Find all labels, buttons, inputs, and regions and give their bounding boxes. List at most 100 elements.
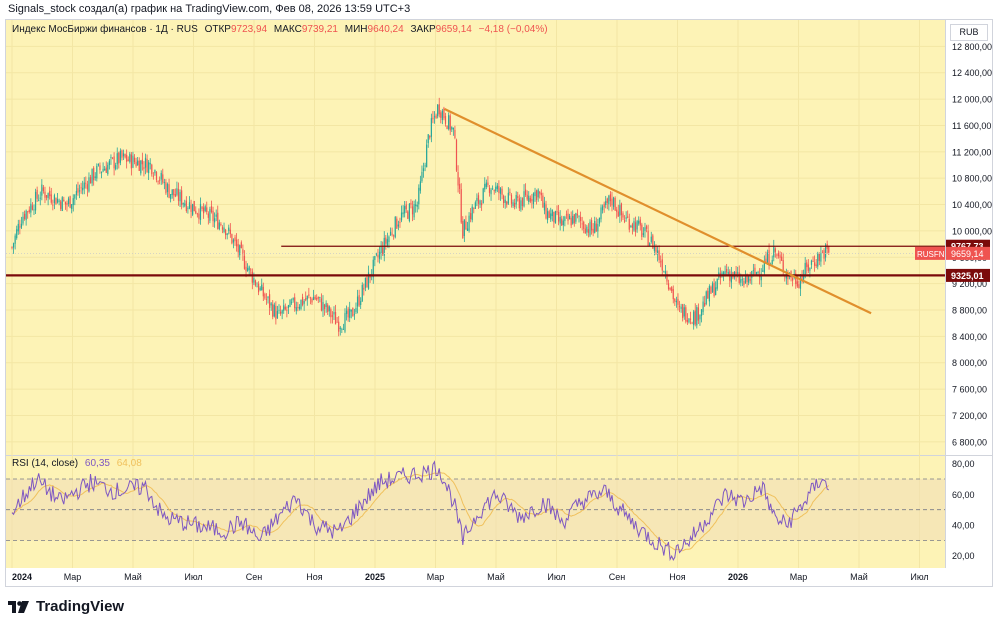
candle-body <box>165 182 167 194</box>
rsi-legend[interactable]: RSI (14, close) 60,35 64,08 <box>12 458 142 469</box>
candle-body <box>397 224 399 227</box>
candle-body <box>259 287 261 291</box>
candle-body <box>60 201 62 209</box>
candle-body <box>634 222 637 232</box>
candle-body <box>297 306 299 308</box>
time-axis[interactable]: 2024 Мар Май Июл Сен Ноя 2025 Мар Май Июл Сен Ноя 20… <box>12 572 929 582</box>
candle-body <box>601 206 604 211</box>
candle-body <box>675 300 677 303</box>
candle-body <box>612 197 615 207</box>
candle-body <box>744 274 747 284</box>
candle-body <box>608 195 610 205</box>
candle-body <box>157 180 159 182</box>
candle-body <box>700 309 703 316</box>
candle-body <box>410 202 412 205</box>
candle-body <box>298 306 301 309</box>
candle-body <box>449 115 451 131</box>
candle-body <box>393 235 395 237</box>
candle-body <box>441 110 443 120</box>
candle-body <box>514 202 516 207</box>
candle-body <box>394 216 396 238</box>
candle-body <box>251 271 253 283</box>
candle-body <box>597 224 599 232</box>
candle-body <box>374 255 376 260</box>
candle-body <box>422 168 425 172</box>
candle-body <box>452 127 454 130</box>
candle-body <box>501 188 503 195</box>
candle-body <box>243 255 246 269</box>
candle-body <box>765 258 767 264</box>
candle-body <box>85 182 87 184</box>
candle-body <box>317 297 319 299</box>
price-tick-label: 10 400,00 <box>952 200 992 210</box>
candle-body <box>104 168 106 171</box>
last-price-tag-bg <box>946 246 990 260</box>
candle-body <box>284 306 286 310</box>
candle-body <box>221 227 224 230</box>
symbol-legend[interactable]: Индекс МосБиржи финансов · 1Д · RUS ОТКР… <box>12 24 548 35</box>
candle-body <box>674 298 676 302</box>
candle-body <box>133 157 136 163</box>
candle-body <box>42 187 45 192</box>
chart-credit: Signals_stock создал(а) график на Tradin… <box>8 3 411 15</box>
candle-body <box>184 203 186 206</box>
candle-body <box>638 220 640 224</box>
candle-body <box>584 228 586 234</box>
price-tick-label: 8 400,00 <box>952 332 987 342</box>
candle-body <box>124 154 126 158</box>
candle-body <box>226 233 228 235</box>
candle-body <box>162 174 164 183</box>
drawing-lines[interactable] <box>6 107 945 315</box>
rsi-title: RSI (14, close) <box>12 458 79 469</box>
candle-body <box>138 160 140 171</box>
candle-body <box>746 274 748 282</box>
candle-body <box>525 189 527 195</box>
support-price-tag-bg <box>946 268 990 282</box>
candle-body <box>430 118 432 137</box>
candle-body <box>801 275 803 279</box>
candle-body <box>49 190 51 197</box>
candle-body <box>564 216 566 222</box>
candle-body <box>474 202 476 209</box>
candle-body <box>641 224 643 237</box>
candle-body <box>757 271 759 273</box>
rsi-axis[interactable]: 20,00 40,00 60,00 80,00 <box>952 459 975 561</box>
candle-body <box>543 202 546 211</box>
candle-body <box>600 207 602 220</box>
candle-body <box>311 298 313 303</box>
rsi-value: 60,35 <box>84 458 110 469</box>
low-value: 9640,24 <box>367 24 404 35</box>
candle-body <box>405 204 407 210</box>
candle-body <box>80 187 82 189</box>
candle-body <box>738 272 740 283</box>
candle-body <box>512 202 514 206</box>
candle-body <box>256 286 258 288</box>
time-tick-label: Мар <box>790 572 808 582</box>
candle-body <box>333 312 335 315</box>
candle-body <box>366 277 368 288</box>
candle-body <box>671 287 673 291</box>
candle-body <box>609 194 612 202</box>
close-value: 9659,14 <box>435 24 472 35</box>
candle-body <box>479 200 481 205</box>
candle-body <box>132 155 134 168</box>
currency-button[interactable]: RUB <box>950 24 988 41</box>
candle-body <box>82 187 84 191</box>
candle-body <box>207 213 209 218</box>
candle-body <box>75 190 77 195</box>
candle-body <box>53 195 56 204</box>
candle-body <box>289 299 291 308</box>
candle-body <box>443 108 445 119</box>
chart-frame <box>5 19 993 587</box>
candle-body <box>429 135 431 138</box>
candle-body <box>768 250 770 266</box>
time-tick-label: Май <box>850 572 868 582</box>
candle-body <box>154 170 156 174</box>
candle-body <box>663 271 665 273</box>
candle-body <box>380 246 382 255</box>
candle-body <box>342 328 345 330</box>
candle-body <box>568 215 571 220</box>
candle-body <box>521 198 524 207</box>
rsi-tick-label: 20,00 <box>952 551 975 561</box>
